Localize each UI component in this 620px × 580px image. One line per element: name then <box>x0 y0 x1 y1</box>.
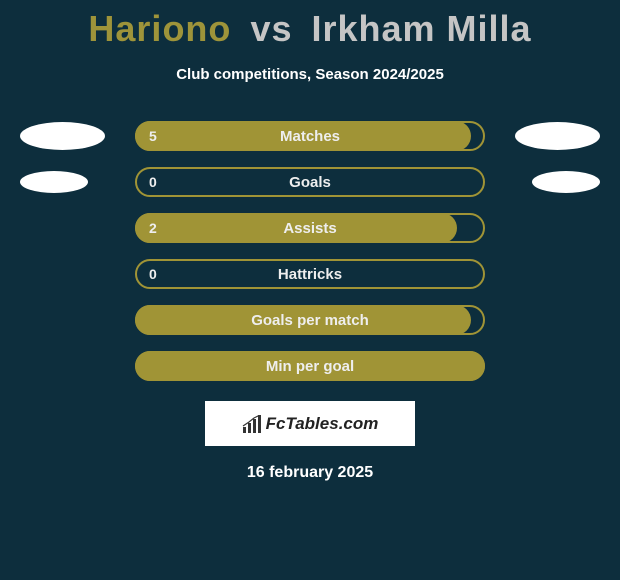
avatar-left <box>20 122 105 150</box>
chart-icon <box>242 415 264 433</box>
title-player2: Irkham Milla <box>312 8 532 49</box>
bar-label: Assists <box>135 220 485 237</box>
bar-container: Min per goal <box>135 351 485 381</box>
stat-row: 5Matches <box>0 113 620 159</box>
bar-label: Min per goal <box>135 358 485 375</box>
comparison-chart: 5Matches 0Goals 2Assists 0Hattricks Goals pe… <box>0 113 620 389</box>
logo-text: FcTables.com <box>266 414 379 434</box>
avatar-right <box>515 122 600 150</box>
stat-row: Goals per match <box>0 297 620 343</box>
bar-container: Goals per match <box>135 305 485 335</box>
bar-container: 2Assists <box>135 213 485 243</box>
title-vs: vs <box>250 8 292 49</box>
bar-label: Matches <box>135 128 485 145</box>
avatar-left <box>20 171 88 193</box>
stat-row: 2Assists <box>0 205 620 251</box>
bar-container: 5Matches <box>135 121 485 151</box>
bar-label: Goals <box>135 174 485 191</box>
stat-row: 0Goals <box>0 159 620 205</box>
logo-box: FcTables.com <box>205 401 415 446</box>
avatar-right <box>532 171 600 193</box>
date-text: 16 february 2025 <box>0 464 620 482</box>
bar-container: 0Hattricks <box>135 259 485 289</box>
stat-row: Min per goal <box>0 343 620 389</box>
bar-label: Hattricks <box>135 266 485 283</box>
bar-label: Goals per match <box>135 312 485 329</box>
subtitle: Club competitions, Season 2024/2025 <box>0 66 620 83</box>
stat-row: 0Hattricks <box>0 251 620 297</box>
page-title: Hariono vs Irkham Milla <box>0 0 620 50</box>
bar-container: 0Goals <box>135 167 485 197</box>
title-player1: Hariono <box>88 8 231 49</box>
